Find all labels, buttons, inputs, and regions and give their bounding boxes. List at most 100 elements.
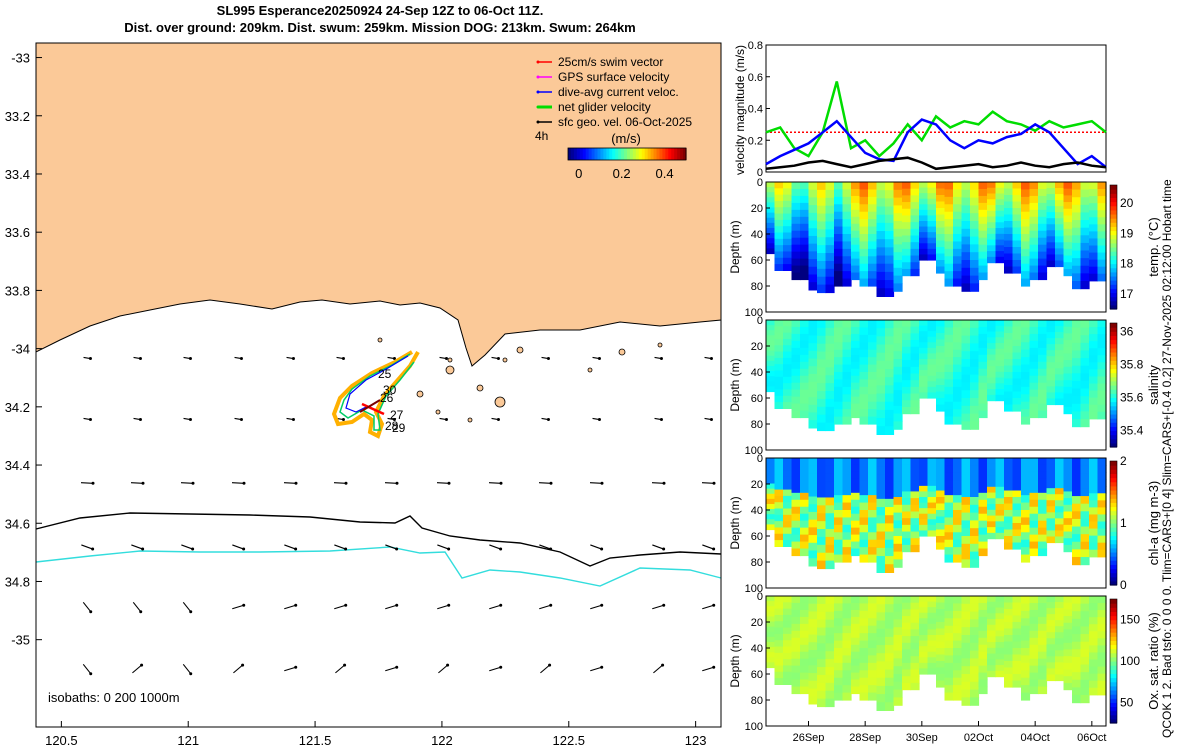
heatmap-cell bbox=[876, 239, 886, 248]
geo-velocity-arrow bbox=[701, 482, 715, 484]
heatmap-cell bbox=[987, 371, 997, 379]
heatmap-cell bbox=[1021, 394, 1031, 403]
heatmap-cell bbox=[817, 221, 827, 230]
heatmap-cell bbox=[927, 502, 937, 509]
heatmap-cell bbox=[1046, 644, 1056, 651]
heatmap-cell bbox=[834, 640, 844, 649]
heatmap-cell bbox=[851, 244, 861, 253]
heatmap-cell bbox=[1097, 320, 1107, 328]
heatmap-cell bbox=[774, 200, 784, 208]
heatmap-cell bbox=[1089, 542, 1099, 551]
heatmap-cell bbox=[783, 257, 793, 265]
heatmap-cell bbox=[927, 370, 937, 377]
heatmap-cell bbox=[766, 493, 776, 500]
heatmap-cell bbox=[1046, 338, 1056, 345]
heatmap-cell bbox=[842, 532, 852, 541]
heatmap-cell bbox=[1046, 464, 1056, 471]
heatmap-cell bbox=[825, 260, 835, 270]
panel-colorbar-cell bbox=[1110, 485, 1117, 491]
heatmap-cell bbox=[851, 686, 861, 695]
heatmap-cell bbox=[927, 381, 937, 388]
heatmap-cell bbox=[936, 378, 946, 386]
heatmap-cell bbox=[1012, 260, 1022, 268]
heatmap-cell bbox=[1055, 194, 1065, 201]
heatmap-cell bbox=[961, 520, 971, 529]
heatmap-cell bbox=[1063, 262, 1073, 270]
heatmap-cell bbox=[1063, 484, 1073, 493]
heatmap-cell bbox=[1072, 634, 1082, 643]
heatmap-cell bbox=[783, 194, 793, 202]
heatmap-cell bbox=[842, 670, 852, 679]
heatmap-cell bbox=[842, 596, 852, 605]
heatmap-cell bbox=[766, 376, 776, 382]
heatmap-cell bbox=[919, 254, 929, 261]
heatmap-cell bbox=[1004, 404, 1014, 412]
heatmap-cell bbox=[893, 697, 903, 706]
panel-colorbar-cell bbox=[1110, 397, 1117, 403]
heatmap-cell bbox=[1072, 596, 1082, 605]
heatmap-cell bbox=[1097, 231, 1107, 240]
heatmap-cell bbox=[953, 532, 963, 541]
heatmap-cell bbox=[766, 217, 776, 224]
heatmap-cell bbox=[885, 206, 895, 216]
heatmap-cell bbox=[1012, 247, 1022, 255]
heatmap-cell bbox=[927, 469, 937, 476]
heatmap-cell bbox=[1089, 196, 1099, 204]
map-title-line1: SL995 Esperance20250924 24-Sep 12Z to 06… bbox=[216, 3, 544, 18]
heatmap-cell bbox=[868, 271, 878, 280]
heatmap-cell bbox=[1097, 259, 1107, 268]
heatmap-cell bbox=[893, 260, 903, 269]
heatmap-cell bbox=[1072, 335, 1082, 344]
heatmap-cell bbox=[868, 189, 878, 198]
heatmap-cell bbox=[995, 475, 1005, 482]
heatmap-cell bbox=[910, 400, 920, 408]
heatmap-cell bbox=[851, 541, 861, 550]
heatmap-cell bbox=[1029, 410, 1039, 419]
heatmap-cell bbox=[1072, 250, 1082, 259]
heatmap-cell bbox=[953, 248, 963, 257]
heatmap-cell bbox=[859, 182, 869, 191]
heatmap-cell bbox=[1063, 518, 1073, 526]
heatmap-cell bbox=[859, 465, 869, 474]
heatmap-cell bbox=[970, 413, 980, 422]
heatmap-cell bbox=[1029, 630, 1039, 639]
heatmap-cell bbox=[817, 611, 827, 621]
heatmap-cell bbox=[851, 609, 861, 618]
heatmap-cell bbox=[970, 405, 980, 415]
heatmap-cell bbox=[1089, 652, 1099, 661]
heatmap-cell bbox=[825, 406, 835, 416]
panel-colorbar-cell bbox=[1110, 409, 1117, 415]
heatmap-cell bbox=[808, 335, 818, 344]
heatmap-cell bbox=[791, 651, 801, 660]
heatmap-cell bbox=[978, 616, 988, 625]
heatmap-cell bbox=[783, 508, 793, 516]
heatmap-cell bbox=[800, 333, 810, 342]
heatmap-cell bbox=[1004, 596, 1014, 604]
heatmap-cell bbox=[1063, 346, 1073, 355]
heatmap-cell bbox=[808, 619, 818, 628]
heatmap-cell bbox=[902, 538, 912, 546]
heatmap-cell bbox=[1072, 235, 1082, 244]
heatmap-cell bbox=[876, 685, 886, 695]
heatmap-cell bbox=[1097, 673, 1107, 682]
geo-velocity-arrowhead bbox=[395, 603, 399, 607]
heatmap-cell bbox=[944, 211, 954, 220]
heatmap-cell bbox=[859, 670, 869, 679]
heatmap-cell bbox=[902, 524, 912, 533]
panel-colorbar-cell bbox=[1110, 376, 1117, 382]
map-ytick-label: -33 bbox=[11, 51, 30, 66]
geo-velocity-arrowhead bbox=[89, 672, 93, 676]
panel-colorbar bbox=[1110, 461, 1117, 586]
heatmap-cell bbox=[842, 271, 852, 280]
map-colorbar-cell bbox=[647, 148, 652, 160]
heatmap-cell bbox=[1038, 548, 1048, 557]
heatmap-cell bbox=[1080, 189, 1090, 198]
heatmap-cell bbox=[961, 421, 971, 430]
heatmap-cell bbox=[1012, 536, 1022, 544]
heatmap-cell bbox=[910, 629, 920, 637]
heatmap-cell bbox=[774, 351, 784, 359]
depth-ytick-label: 40 bbox=[751, 643, 763, 655]
geo-velocity-arrowhead bbox=[239, 357, 243, 361]
geo-velocity-arrow bbox=[233, 664, 243, 674]
heatmap-cell bbox=[1004, 497, 1014, 505]
